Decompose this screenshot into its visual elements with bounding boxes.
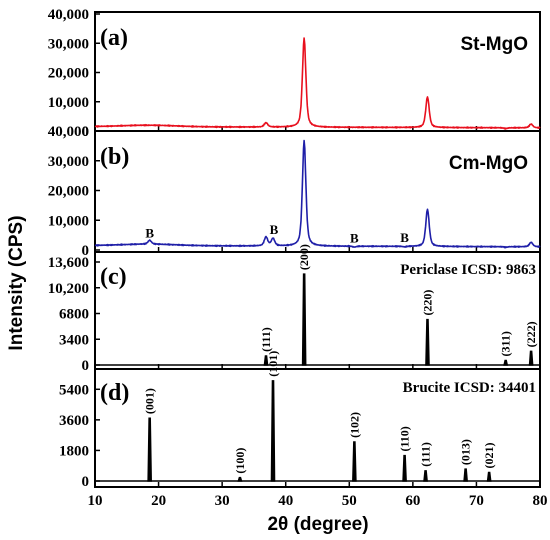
reflection-peak-c-0 [263, 355, 269, 366]
miller-index-d-7: (021) [482, 443, 496, 469]
x-tick-label-7: 80 [533, 493, 548, 509]
miller-index-d-3: (102) [347, 412, 361, 438]
reflection-peak-c-3 [503, 359, 509, 366]
y-tick-label-b-0: 0 [82, 243, 90, 259]
panel-frame-a [94, 11, 541, 132]
y-tick-label-a-3: 30,000 [48, 36, 89, 52]
reflection-peak-d-2 [270, 380, 276, 482]
panel-name-a: St-MgO [460, 34, 528, 55]
y-tick-label-b-2: 20,000 [48, 184, 89, 200]
reflection-peak-d-5 [423, 470, 428, 482]
y-tick-label-c-4: 13,600 [48, 255, 89, 271]
y-tick-label-c-3: 10,200 [48, 281, 89, 297]
y-tick-label-d-2: 3600 [59, 413, 89, 429]
reflection-peak-d-7 [486, 471, 492, 482]
y-tick-label-b-4: 40,000 [48, 124, 89, 140]
reflection-peak-d-0 [147, 417, 152, 482]
miller-index-c-4: (222) [524, 321, 538, 347]
panel-name-c: Periclase ICSD: 9863 [400, 262, 536, 278]
panel-frame-d [94, 368, 541, 488]
y-tick-label-c-0: 0 [82, 358, 90, 374]
miller-index-d-0: (001) [143, 388, 157, 414]
y-tick-label-b-1: 10,000 [48, 213, 89, 229]
label-layer: 0 10,000 20,000 30,000 40,000 (a) St-MgO 0 10,00… [48, 7, 548, 509]
miller-index-c-0: (111) [259, 327, 273, 352]
y-axis-title: Intensity (CPS) [6, 215, 27, 350]
brucite-marker-0: B [145, 226, 154, 241]
miller-index-c-1: (200) [297, 244, 311, 270]
brucite-marker-2: B [350, 230, 359, 245]
panel-letter-a: (a) [100, 25, 128, 51]
y-tick-label-a-4: 40,000 [48, 7, 89, 23]
brucite-marker-3: B [400, 230, 409, 245]
miller-index-d-1: (100) [233, 448, 247, 474]
panel-frame-b [94, 130, 541, 253]
miller-index-c-2: (220) [420, 290, 434, 316]
x-tick-label-2: 30 [215, 493, 230, 509]
y-tick-label-a-2: 20,000 [48, 66, 89, 82]
x-tick-label-4: 50 [342, 493, 357, 509]
panel-letter-d: (d) [100, 380, 129, 406]
y-tick-label-a-1: 10,000 [48, 95, 89, 111]
x-tick-label-3: 40 [278, 493, 293, 509]
reflection-peak-d-1 [237, 476, 243, 482]
x-tick-label-1: 20 [151, 493, 166, 509]
brucite-marker-1: B [270, 222, 279, 237]
panel-letter-c: (c) [100, 264, 127, 290]
series-line-a [94, 37, 541, 130]
miller-index-d-6: (013) [459, 439, 473, 465]
y-tick-label-b-3: 30,000 [48, 154, 89, 170]
reflection-peak-c-1 [301, 273, 307, 366]
y-tick-label-d-0: 0 [82, 474, 90, 490]
y-tick-label-a-0: 0 [82, 124, 90, 140]
reflection-peak-d-3 [352, 441, 357, 482]
miller-index-c-3: (311) [499, 331, 513, 356]
miller-index-d-4: (110) [398, 426, 412, 451]
miller-index-d-5: (111) [419, 442, 433, 467]
panel-letter-b: (b) [100, 144, 129, 170]
reflection-peak-d-6 [463, 468, 468, 482]
data-layer [94, 37, 541, 482]
y-tick-label-c-1: 3400 [59, 332, 89, 348]
reflection-peak-c-2 [425, 318, 430, 366]
x-tick-label-6: 70 [469, 493, 484, 509]
reflection-peak-d-4 [402, 454, 407, 482]
panel-name-b: Cm-MgO [449, 153, 528, 174]
panel-name-d: Brucite ICSD: 34401 [403, 380, 536, 396]
reflection-peak-c-4 [528, 350, 534, 366]
axes-layer [94, 11, 541, 488]
y-tick-label-d-3: 5400 [59, 382, 89, 398]
y-tick-label-c-2: 6800 [59, 307, 89, 323]
miller-index-d-2: (101) [266, 351, 280, 377]
x-tick-label-5: 60 [405, 493, 420, 509]
y-tick-label-d-1: 1800 [59, 443, 89, 459]
series-line-b [94, 139, 541, 249]
x-axis-title: 2θ (degree) [267, 514, 368, 535]
x-tick-label-0: 10 [88, 493, 103, 509]
